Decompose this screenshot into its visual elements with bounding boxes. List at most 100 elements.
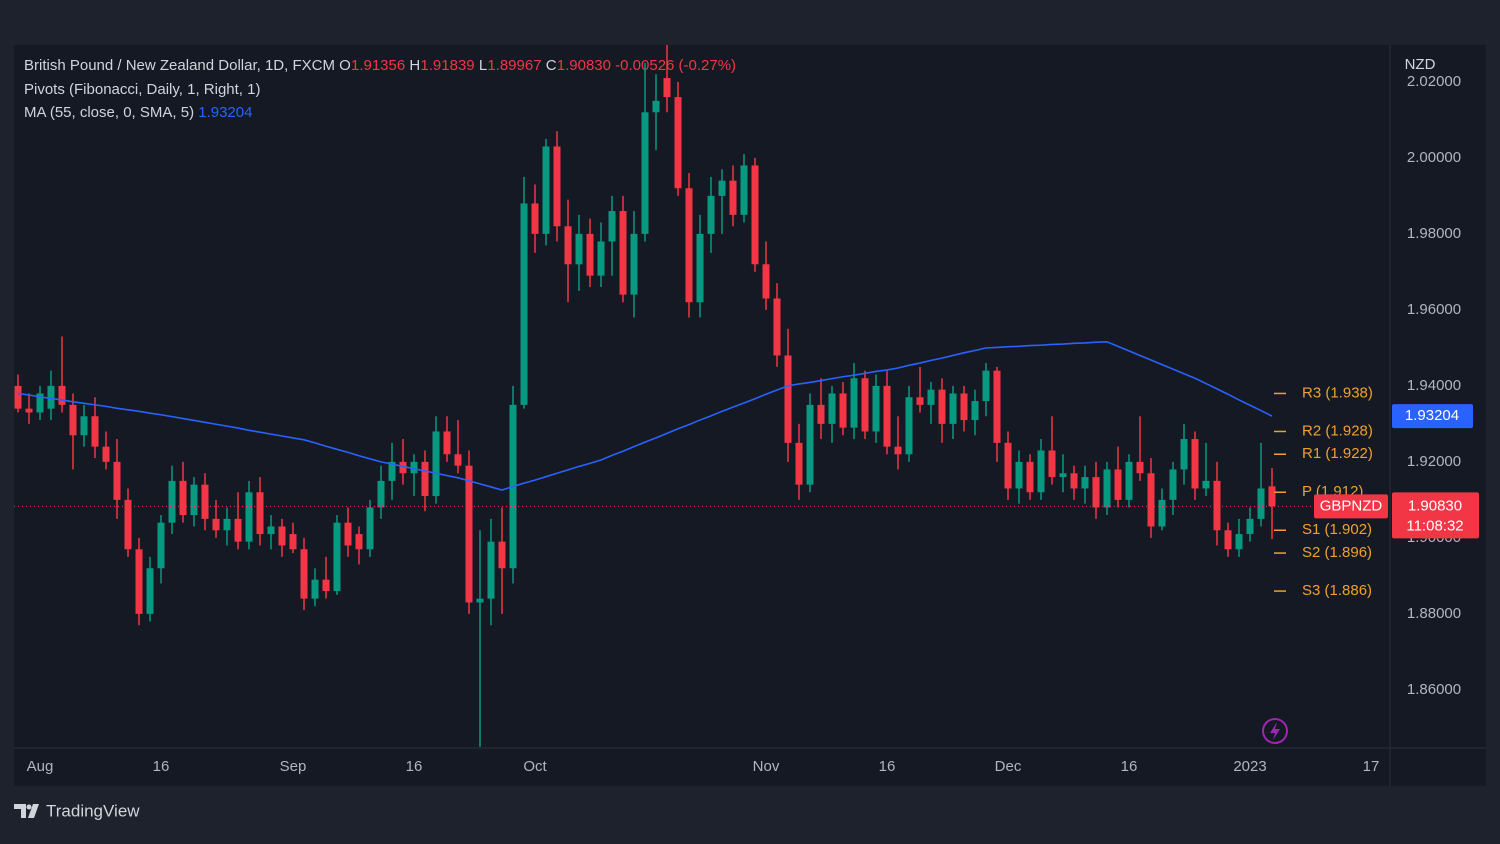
- candle-body: [938, 389, 946, 424]
- candle-body: [1026, 461, 1034, 493]
- candle-body: [278, 526, 286, 546]
- candle-body: [1114, 469, 1122, 500]
- candle-body: [751, 165, 759, 265]
- pivot-label: R2 (1.928): [1302, 422, 1373, 439]
- candle-body: [696, 233, 704, 303]
- legend-main: British Pound / New Zealand Dollar, 1D, …: [24, 57, 736, 75]
- x-tick-label: Nov: [753, 758, 780, 775]
- x-tick-label: 16: [406, 758, 423, 775]
- candle-body: [630, 233, 638, 295]
- tradingview-logo[interactable]: TradingView: [14, 801, 140, 820]
- symbol-name: British Pound / New Zealand Dollar, 1D, …: [24, 57, 335, 74]
- candle-body: [58, 385, 66, 405]
- alert-icon[interactable]: [1262, 718, 1288, 744]
- candle-body: [135, 549, 143, 614]
- candle-body: [190, 484, 198, 516]
- candle-body: [487, 541, 495, 599]
- candle-body: [69, 404, 77, 436]
- y-tick-label: 2.00000: [1407, 149, 1461, 166]
- ma-value: 1.93204: [198, 104, 253, 121]
- candle-body: [1158, 499, 1166, 527]
- pivot-label: S2 (1.896): [1302, 544, 1372, 561]
- candle-body: [1125, 461, 1133, 500]
- candle-body: [124, 499, 132, 550]
- candle-body: [817, 404, 825, 424]
- candle-body: [421, 461, 429, 497]
- candle-body: [784, 355, 792, 443]
- candle-body: [619, 211, 627, 295]
- candle-body: [1180, 439, 1188, 470]
- candle-body: [1070, 473, 1078, 489]
- candle-body: [883, 385, 891, 447]
- candle-body: [861, 378, 869, 432]
- last-price-tag-label: 1.90830: [1408, 497, 1462, 514]
- currency-label: NZD: [1405, 56, 1436, 73]
- candle-body: [707, 195, 715, 234]
- candle-body: [388, 461, 396, 481]
- ma-price-tag-label: 1.93204: [1405, 407, 1459, 424]
- ohlc-key: C: [545, 57, 557, 74]
- y-tick-label: 1.88000: [1407, 605, 1461, 622]
- candle-body: [663, 78, 671, 98]
- pivot-label: R1 (1.922): [1302, 445, 1373, 462]
- candle-body: [1246, 518, 1254, 535]
- x-tick-label: Aug: [27, 758, 54, 775]
- pivot-label: R3 (1.938): [1302, 384, 1373, 401]
- candle-body: [1213, 480, 1221, 531]
- candle-body: [234, 518, 242, 542]
- candle-body: [157, 522, 165, 569]
- ohlc-value: 1.91839: [420, 57, 475, 74]
- candle-body: [179, 480, 187, 516]
- candle-body: [322, 579, 330, 592]
- candle-body: [366, 507, 374, 550]
- candle-body: [1224, 530, 1232, 550]
- candle-body: [916, 397, 924, 405]
- y-tick-label: 1.96000: [1407, 301, 1461, 318]
- y-tick-label: 1.86000: [1407, 681, 1461, 698]
- candle-body: [1004, 442, 1012, 489]
- candle-body: [718, 180, 726, 196]
- candle-body: [25, 408, 33, 413]
- y-tick-label: 1.94000: [1407, 377, 1461, 394]
- candle-body: [1191, 439, 1199, 489]
- candle-body: [80, 416, 88, 436]
- candle-body: [36, 393, 44, 413]
- candle-body: [399, 461, 407, 474]
- candle-body: [465, 465, 473, 603]
- legend-pivots: Pivots (Fibonacci, Daily, 1, Right, 1): [24, 81, 260, 99]
- candle-body: [256, 492, 264, 535]
- candle-body: [377, 480, 385, 508]
- candle-body: [993, 370, 1001, 443]
- candle-body: [795, 442, 803, 485]
- candle-body: [300, 549, 308, 599]
- ohlc-key: L: [478, 57, 488, 74]
- candle-body: [102, 446, 110, 462]
- candle-body: [850, 378, 858, 428]
- brand-name[interactable]: TradingView: [46, 801, 140, 820]
- x-tick-label: 2023: [1233, 758, 1266, 775]
- candle-body: [762, 264, 770, 299]
- candle-body: [531, 203, 539, 234]
- candle-body: [608, 211, 616, 242]
- candle-body: [454, 454, 462, 466]
- candle-body: [113, 461, 121, 500]
- candle-body: [344, 522, 352, 546]
- x-tick-label: 16: [879, 758, 896, 775]
- x-tick-label: Dec: [995, 758, 1022, 775]
- legend-ma: MA (55, close, 0, SMA, 5) 1.93204: [24, 104, 252, 122]
- candle-body: [949, 393, 957, 424]
- candle-body: [168, 480, 176, 523]
- y-tick-label: 1.98000: [1407, 225, 1461, 242]
- y-tick-label: 2.02000: [1407, 73, 1461, 90]
- candle-body: [553, 146, 561, 227]
- candle-body: [1059, 473, 1067, 478]
- candle-body: [773, 298, 781, 356]
- candle-body: [520, 203, 528, 405]
- candle-body: [443, 431, 451, 455]
- candle-body: [1136, 461, 1144, 474]
- ohlc-key: O: [339, 57, 351, 74]
- candle-body: [432, 431, 440, 497]
- symbol-tag: [1314, 494, 1388, 519]
- ohlc-value: 1.91356: [350, 57, 406, 74]
